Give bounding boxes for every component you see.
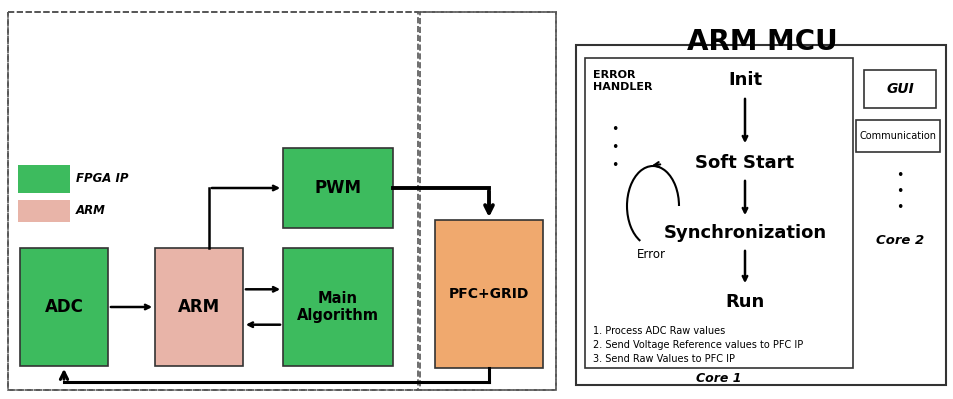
Text: Synchronization: Synchronization <box>662 224 825 242</box>
Text: •: • <box>896 184 902 198</box>
Text: ERROR
HANDLER: ERROR HANDLER <box>593 70 652 93</box>
Bar <box>18 200 70 222</box>
Text: •: • <box>611 160 618 172</box>
Text: •: • <box>611 124 618 136</box>
Bar <box>8 12 417 390</box>
Text: Communication: Communication <box>859 131 936 141</box>
Text: Core 2: Core 2 <box>875 233 923 247</box>
Text: ADC: ADC <box>45 298 83 316</box>
Bar <box>283 248 393 366</box>
Text: FPGA IP: FPGA IP <box>76 172 129 186</box>
Bar <box>8 12 556 390</box>
Text: Main
Algorithm: Main Algorithm <box>296 291 378 323</box>
Text: 3. Send Raw Values to PFC IP: 3. Send Raw Values to PFC IP <box>593 354 734 364</box>
Bar <box>584 58 852 368</box>
Text: 2. Send Voltage Reference values to PFC IP: 2. Send Voltage Reference values to PFC … <box>593 340 802 350</box>
Text: Core 1: Core 1 <box>696 372 741 385</box>
Bar <box>18 165 70 193</box>
Text: •: • <box>896 168 902 182</box>
Bar <box>419 12 556 390</box>
Text: ARM: ARM <box>178 298 220 316</box>
Bar <box>20 248 108 366</box>
Text: ARM MCU: ARM MCU <box>686 28 837 56</box>
Text: GUI: GUI <box>885 82 913 96</box>
Text: Init: Init <box>727 71 761 89</box>
Text: •: • <box>611 142 618 154</box>
Text: PWM: PWM <box>314 179 361 197</box>
Bar <box>435 220 542 368</box>
Text: Soft Start: Soft Start <box>695 154 794 172</box>
Text: 1. Process ADC Raw values: 1. Process ADC Raw values <box>593 326 724 336</box>
Bar <box>863 70 935 108</box>
Bar <box>154 248 243 366</box>
Bar <box>855 120 939 152</box>
Bar <box>283 148 393 228</box>
Text: ARM: ARM <box>76 205 106 217</box>
Text: Error: Error <box>636 247 665 261</box>
Text: Run: Run <box>724 293 763 311</box>
Text: •: • <box>896 201 902 213</box>
Text: PFC+GRID: PFC+GRID <box>448 287 529 301</box>
Bar <box>576 45 945 385</box>
